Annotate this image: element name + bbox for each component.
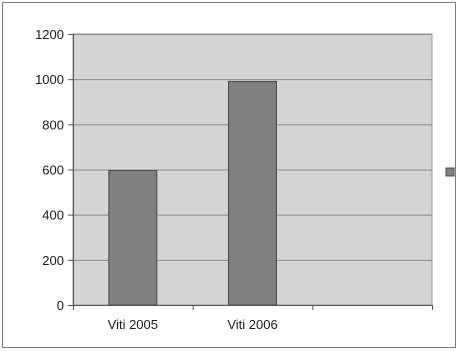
x-axis-ticks: Viti 2005 Viti 2006 xyxy=(73,305,433,332)
y-tick-label: 200 xyxy=(42,253,64,268)
x-tick-label: Viti 2006 xyxy=(227,317,277,332)
y-tick-label: 800 xyxy=(42,117,64,132)
y-tick-label: 0 xyxy=(57,298,64,313)
y-tick-label: 400 xyxy=(42,208,64,223)
bar-1 xyxy=(228,80,277,306)
y-tick-label: 1000 xyxy=(35,72,64,87)
bars xyxy=(108,80,277,306)
bar-0 xyxy=(108,170,158,306)
legend xyxy=(445,167,455,177)
legend-swatch xyxy=(445,167,455,177)
x-tick-label: Viti 2005 xyxy=(108,317,158,332)
y-tick-label: 600 xyxy=(42,163,64,178)
y-axis-ticks: 0 200 400 600 800 1000 1200 xyxy=(35,27,73,313)
y-tick-label: 1200 xyxy=(35,27,64,42)
